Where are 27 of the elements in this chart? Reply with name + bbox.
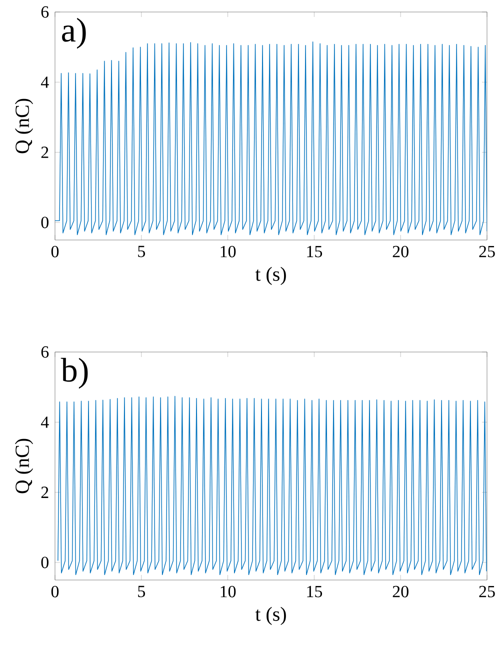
annotation: b) xyxy=(60,358,88,389)
x-tick-label: 10 xyxy=(220,246,236,258)
annotation: a) xyxy=(62,18,86,49)
y-tick-label: 4 xyxy=(40,416,49,428)
x-tick-label: 20 xyxy=(392,246,408,258)
y-tick-label: 0 xyxy=(41,216,48,228)
x-tick-label: 0 xyxy=(51,586,59,598)
y-axis-title: Q (nC) xyxy=(14,438,34,494)
x-axis-title: t (s) xyxy=(255,266,286,285)
x-tick-label: 15 xyxy=(307,586,322,598)
x-tick-label: 5 xyxy=(138,586,145,598)
x-tick-label: 0 xyxy=(51,246,59,258)
y-tick-label: 6 xyxy=(41,346,49,358)
y-tick-label: 0 xyxy=(41,556,48,568)
x-tick-label: 25 xyxy=(479,246,495,258)
y-axis-title: Q (nC) xyxy=(14,98,34,154)
x-axis-title: t (s) xyxy=(255,606,286,626)
y-tick-label: 6 xyxy=(41,6,49,18)
x-tick-label: 15 xyxy=(307,246,322,258)
x-tick-label: 10 xyxy=(220,586,236,598)
y-tick-label: 2 xyxy=(41,486,48,498)
x-tick-label: 5 xyxy=(138,246,145,258)
y-tick-label: 4 xyxy=(40,76,49,88)
x-tick-label: 20 xyxy=(392,586,408,598)
y-tick-label: 2 xyxy=(41,146,48,158)
line-series xyxy=(58,396,487,576)
x-tick-label: 25 xyxy=(479,586,495,598)
